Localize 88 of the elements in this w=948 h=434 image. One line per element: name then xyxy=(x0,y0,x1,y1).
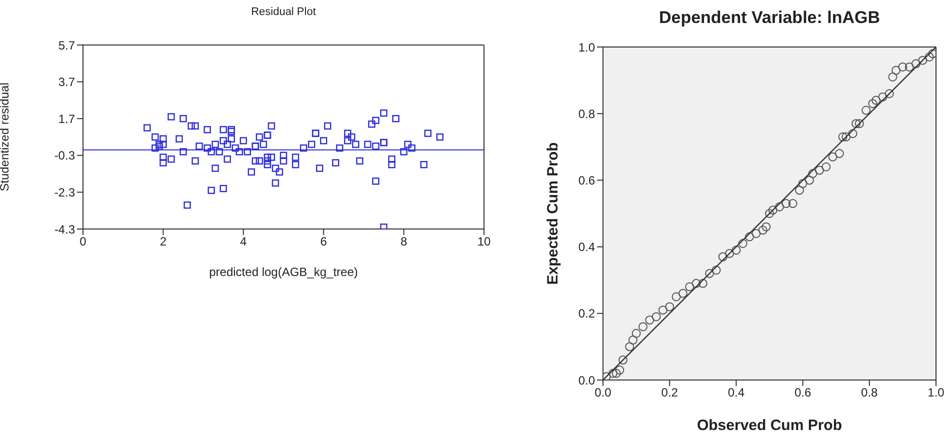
point xyxy=(868,99,878,108)
chart-title: Dependent Variable: lnAGB xyxy=(658,8,882,28)
y-tick-label: 5.7 xyxy=(58,38,76,52)
x-tick-label: 1.0 xyxy=(928,386,945,400)
point xyxy=(768,206,778,215)
x-tick-label: 0.6 xyxy=(794,386,812,400)
point xyxy=(888,72,898,82)
y-axis-title: Studentized residual xyxy=(0,82,12,192)
point xyxy=(752,228,761,238)
point xyxy=(898,62,908,72)
point xyxy=(928,49,936,58)
point xyxy=(618,356,628,365)
point xyxy=(758,226,768,235)
x-tick-label: 6 xyxy=(320,234,328,249)
point xyxy=(814,166,824,175)
point xyxy=(788,199,798,208)
y-tick-label: 0.8 xyxy=(578,106,596,121)
x-axis-title: Observed Cum Prob xyxy=(696,417,842,434)
y-tick-label: 1.7 xyxy=(58,112,76,126)
point xyxy=(854,119,864,128)
point xyxy=(892,66,901,75)
point xyxy=(612,368,621,378)
point xyxy=(804,176,814,185)
point xyxy=(852,119,861,128)
point xyxy=(608,368,618,378)
point xyxy=(603,372,611,380)
point xyxy=(738,238,748,248)
point xyxy=(808,169,818,178)
point xyxy=(878,92,888,102)
y-axis-title: Expected Cum Prob xyxy=(544,142,562,285)
point xyxy=(625,342,634,352)
point xyxy=(838,132,848,142)
point xyxy=(848,129,858,138)
x-tick-label: 0 xyxy=(80,234,87,249)
point xyxy=(822,162,831,172)
point xyxy=(638,322,648,332)
x-tick-label: 4 xyxy=(240,234,248,249)
point xyxy=(912,59,921,68)
point xyxy=(918,56,928,65)
x-tick-label: 0.4 xyxy=(728,386,745,400)
point xyxy=(672,292,681,302)
point xyxy=(798,179,808,188)
point xyxy=(692,278,701,288)
point xyxy=(665,302,674,312)
point xyxy=(632,328,641,338)
y-tick-label: 3.7 xyxy=(58,75,76,90)
point xyxy=(834,149,844,158)
point xyxy=(782,199,791,208)
point xyxy=(685,282,694,292)
x-tick-label: 8 xyxy=(400,234,408,249)
y-tick-label: 1.0 xyxy=(578,40,596,54)
x-axis-title: predicted log(AGB_kg_tree) xyxy=(209,265,358,279)
point xyxy=(842,132,851,142)
point xyxy=(762,222,771,232)
x-tick-label: 0.2 xyxy=(661,386,678,400)
point xyxy=(678,288,688,298)
x-tick-label: 0.0 xyxy=(594,386,612,400)
point xyxy=(924,52,934,62)
point xyxy=(828,152,838,162)
point xyxy=(904,62,914,72)
point xyxy=(862,106,871,115)
x-tick-label: 10 xyxy=(477,234,491,249)
chart-title: Residual Plot xyxy=(250,6,317,18)
point xyxy=(765,209,774,218)
point xyxy=(712,266,721,275)
x-tick-label: 2 xyxy=(160,234,167,249)
point xyxy=(615,366,624,375)
point xyxy=(698,278,708,288)
point xyxy=(652,312,661,322)
y-tick-label: -2.3 xyxy=(54,185,76,200)
x-tick-label: 0.8 xyxy=(861,386,878,400)
y-tick-label: -0.3 xyxy=(54,148,76,163)
point xyxy=(745,232,754,242)
y-tick-label: 0.2 xyxy=(578,306,596,321)
y-tick-label: -4.3 xyxy=(54,222,76,236)
point xyxy=(705,268,714,278)
point xyxy=(725,248,734,258)
y-tick-label: 0.6 xyxy=(578,173,596,188)
point xyxy=(794,186,804,195)
point xyxy=(645,316,654,325)
point xyxy=(774,202,784,212)
point xyxy=(732,246,741,255)
point xyxy=(718,252,728,262)
point xyxy=(872,96,881,105)
point xyxy=(658,306,668,315)
y-tick-label: 0.0 xyxy=(578,373,596,388)
point xyxy=(628,336,638,345)
point xyxy=(884,89,894,98)
